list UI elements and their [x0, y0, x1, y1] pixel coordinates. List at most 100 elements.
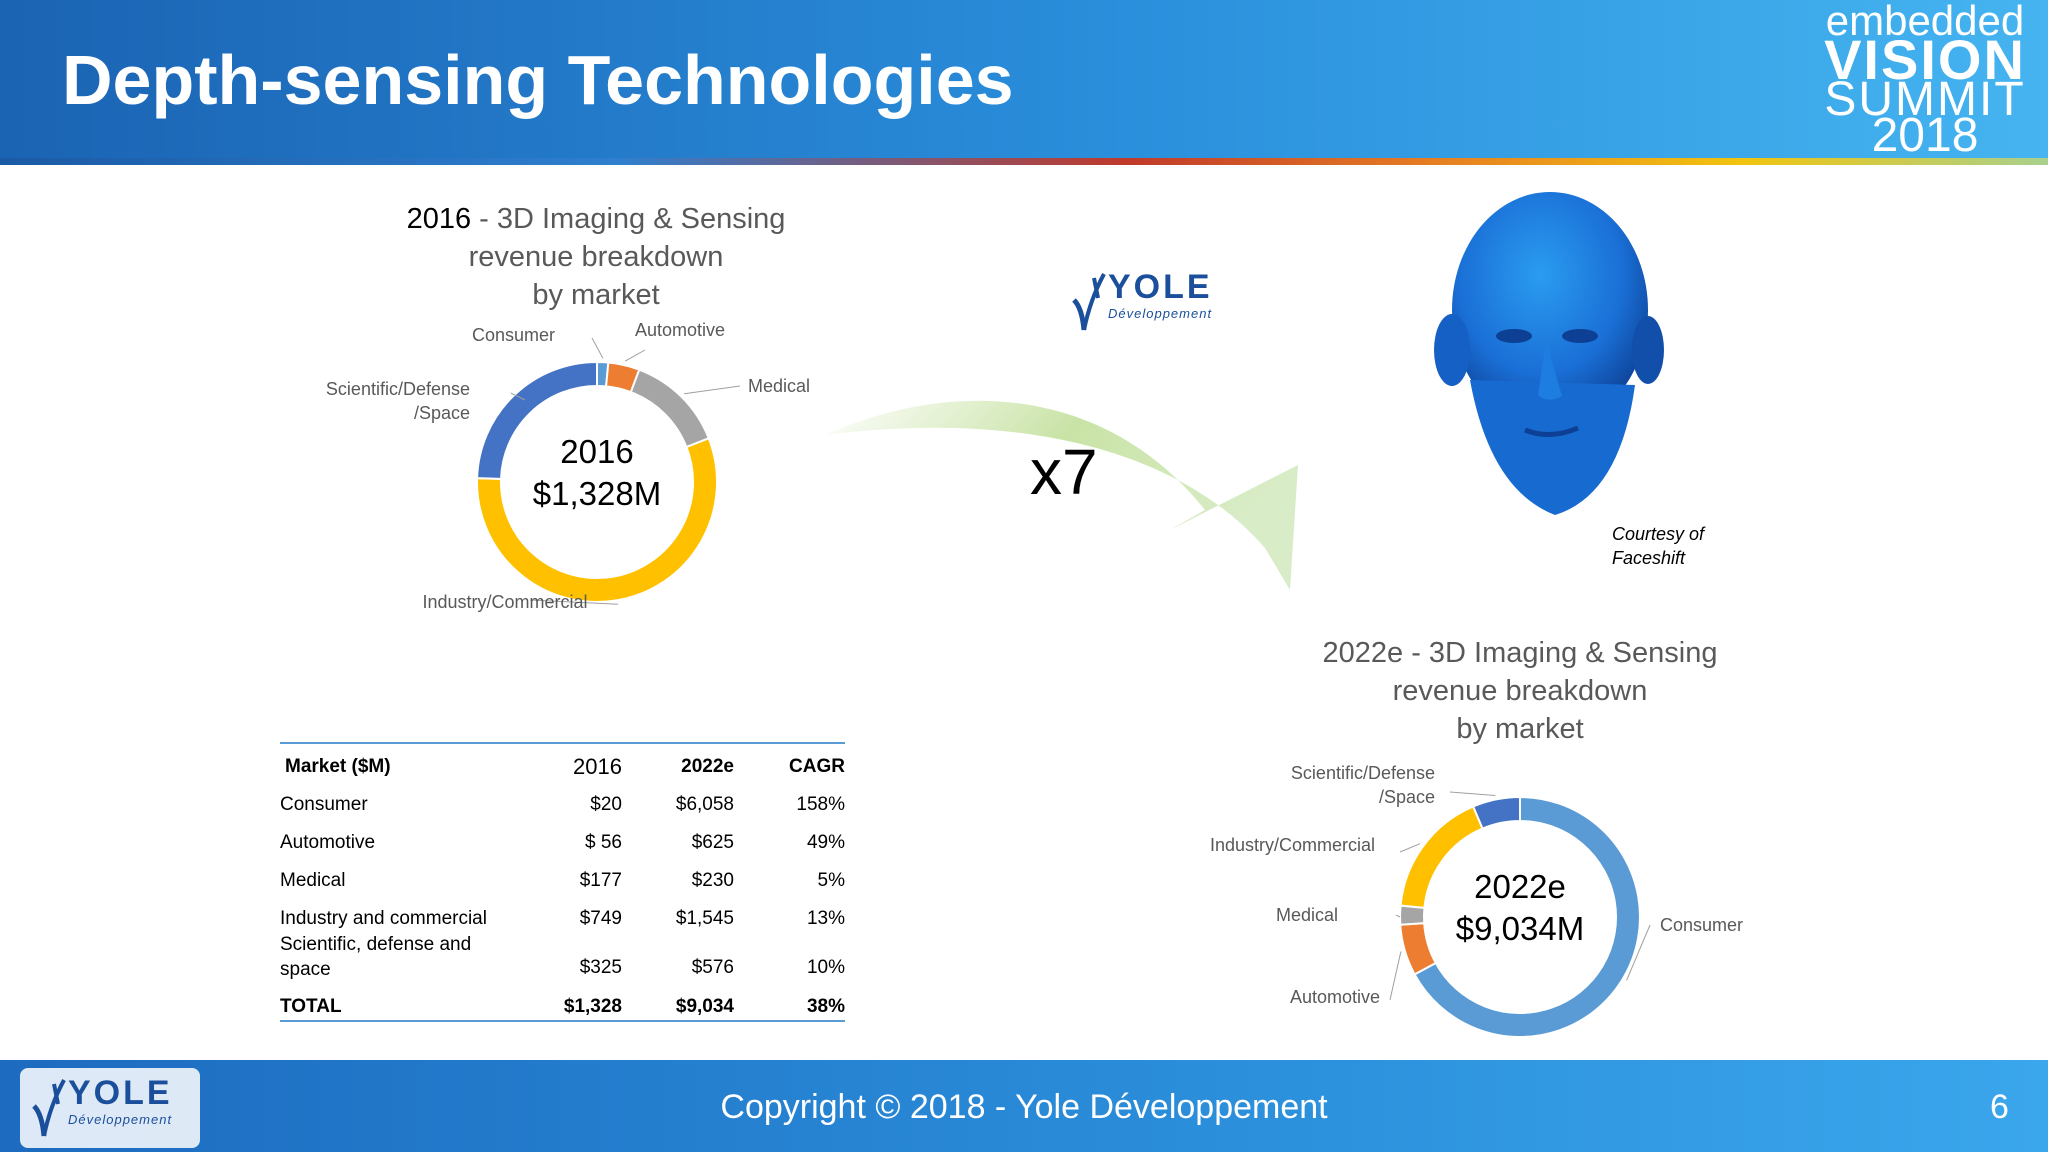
chart-2022-title-line1: 2022e - 3D Imaging & Sensing	[1322, 637, 1718, 669]
logo-line-vision: VISION	[1824, 28, 2026, 91]
slice-label: Scientific/Defense	[326, 379, 470, 399]
page-title: Depth-sensing Technologies	[62, 41, 1014, 119]
table-header-row: Market ($M) 2016 2022e CAGR	[280, 754, 845, 794]
table-total-label: TOTAL	[280, 996, 342, 1017]
yole-logo-footer: YOLE Développement	[20, 1068, 200, 1148]
slice-label: /Space	[1379, 787, 1435, 807]
table-cell-2022e: $1,545	[675, 908, 734, 929]
chart-2016-center-label: 2016 $1,328M	[497, 431, 697, 515]
table-cell-cagr: 13%	[806, 908, 845, 929]
donut-slice-scientific-defense-space	[1471, 795, 1521, 830]
table-top-rule	[280, 742, 845, 744]
table-cell-2016: $20	[590, 794, 622, 815]
yole-logo-center: YOLE Développement	[1060, 262, 1213, 342]
table-cell-market: Scientific, defense and space	[280, 934, 472, 980]
leader-line	[1395, 914, 1401, 918]
chart-2022-center-year: 2022e	[1474, 868, 1566, 905]
leader-line	[591, 337, 604, 359]
slice-label: Industry/Commercial	[422, 592, 587, 612]
leader-line	[1626, 924, 1651, 981]
table-cell-2016: $749	[579, 908, 622, 929]
growth-arrow	[825, 400, 1298, 590]
table-total-2016: $1,328	[563, 996, 622, 1017]
chart-2016-title-line3: by market	[532, 279, 660, 311]
yole-subtitle: Développement	[1108, 306, 1213, 321]
table-cell-cagr: 5%	[817, 870, 845, 891]
image-credit-line2: Faceshift	[1612, 548, 1686, 568]
table-header-cagr: CAGR	[789, 756, 845, 777]
footer-bar	[0, 1060, 2048, 1152]
donut-slice-scientific-defense-space	[476, 360, 598, 480]
donut-slice-industry-commercial	[476, 436, 718, 603]
slice-label: /Space	[414, 403, 470, 423]
table-cell-market: Consumer	[280, 794, 368, 815]
table-total-cagr: 38%	[806, 996, 845, 1017]
slice-label: Medical	[1276, 905, 1338, 925]
table-cell-2022e: $576	[691, 957, 734, 978]
slice-label: Automotive	[1290, 987, 1380, 1007]
market-table: Market ($M) 2016 2022e CAGR Consumer $20…	[280, 742, 845, 1032]
leader-line	[1399, 843, 1421, 853]
chart-2016-title-year: 2016	[406, 203, 472, 235]
table-cell-cagr: 49%	[806, 832, 845, 853]
slice-label: Medical	[748, 376, 810, 396]
table-cell-market: Medical	[280, 870, 346, 891]
table-total-row: TOTAL $1,328 $9,034 38%	[280, 996, 845, 1034]
donut-chart-2016: Consumer Automotive Medical Industry/Commer…	[326, 320, 810, 612]
chart-2016-title-rest: - 3D Imaging & Sensing	[471, 203, 786, 235]
table-cell-2022e: $6,058	[675, 794, 734, 815]
slice-label: Automotive	[635, 320, 725, 340]
3d-face-scan-image	[1434, 192, 1664, 515]
chart-2016-center-year: 2016	[560, 433, 634, 470]
donut-slice-consumer	[1413, 795, 1641, 1038]
table-cell-2016: $325	[579, 957, 622, 978]
yole-mark-icon	[1072, 273, 1106, 331]
leader-line	[624, 349, 646, 362]
slice-label: Consumer	[1660, 915, 1743, 935]
image-credit-line1: Courtesy of	[1612, 524, 1705, 544]
table-bottom-rule	[280, 1020, 845, 1022]
table-row: Automotive $ 56 $625 49%	[280, 832, 845, 870]
growth-multiplier: x7	[1030, 436, 1098, 508]
chart-2022-center-total: $9,034M	[1455, 910, 1585, 947]
table-cell-market: Industry and commercial	[280, 908, 487, 929]
table-header-2022e: 2022e	[681, 756, 734, 777]
leader-line	[684, 385, 741, 395]
chart-2016-title: 2016 - 3D Imaging & Sensing revenue brea…	[380, 200, 812, 314]
table-cell-cagr: 158%	[796, 794, 845, 815]
table-row: Medical $177 $230 5%	[280, 870, 845, 908]
page-number: 6	[1990, 1088, 2009, 1126]
yole-subtitle: Développement	[68, 1112, 173, 1127]
embedded-vision-summit-logo: embedded VISION SUMMIT 2018	[1810, 0, 2040, 162]
table-cell-2022e: $625	[691, 832, 734, 853]
table-header-2016: 2016	[573, 754, 622, 779]
logo-line-embedded: embedded	[1825, 0, 2025, 44]
slice-label: Consumer	[472, 325, 555, 345]
table-header-market: Market ($M)	[285, 756, 391, 777]
leader-line	[510, 392, 526, 401]
table-cell-2016: $ 56	[585, 832, 622, 853]
copyright-text: Copyright © 2018 - Yole Développement	[720, 1088, 1328, 1126]
leader-line	[1449, 791, 1496, 796]
chart-2022-title-line3: by market	[1456, 713, 1584, 745]
slice-label: Scientific/Defense	[1291, 763, 1435, 783]
leader-line	[529, 599, 619, 605]
table-total-2022e: $9,034	[675, 996, 734, 1017]
chart-2016-title-line2: revenue breakdown	[468, 241, 724, 273]
slice-label: Industry/Commercial	[1210, 835, 1375, 855]
table-cell-cagr: 10%	[806, 957, 845, 978]
leader-line	[1389, 951, 1402, 1001]
table-cell-market: Automotive	[280, 832, 376, 853]
yole-word: YOLE	[68, 1074, 173, 1112]
chart-2022-title-line2: revenue breakdown	[1392, 675, 1648, 707]
yole-word: YOLE	[1108, 268, 1213, 306]
table-cell-2016: $177	[579, 870, 622, 891]
chart-2022-title: 2022e - 3D Imaging & Sensing revenue bre…	[1270, 634, 1770, 748]
table-cell-2022e: $230	[691, 870, 734, 891]
chart-2016-center-total: $1,328M	[532, 475, 662, 512]
image-credit: Courtesy of Faceshift	[1612, 522, 1704, 570]
logo-line-year: 2018	[1871, 109, 1979, 162]
donut-chart-2022: Consumer Automotive Medical Industry/Commer…	[1210, 763, 1743, 1038]
chart-2022-center-label: 2022e $9,034M	[1420, 866, 1620, 950]
header-bar	[0, 0, 2048, 163]
